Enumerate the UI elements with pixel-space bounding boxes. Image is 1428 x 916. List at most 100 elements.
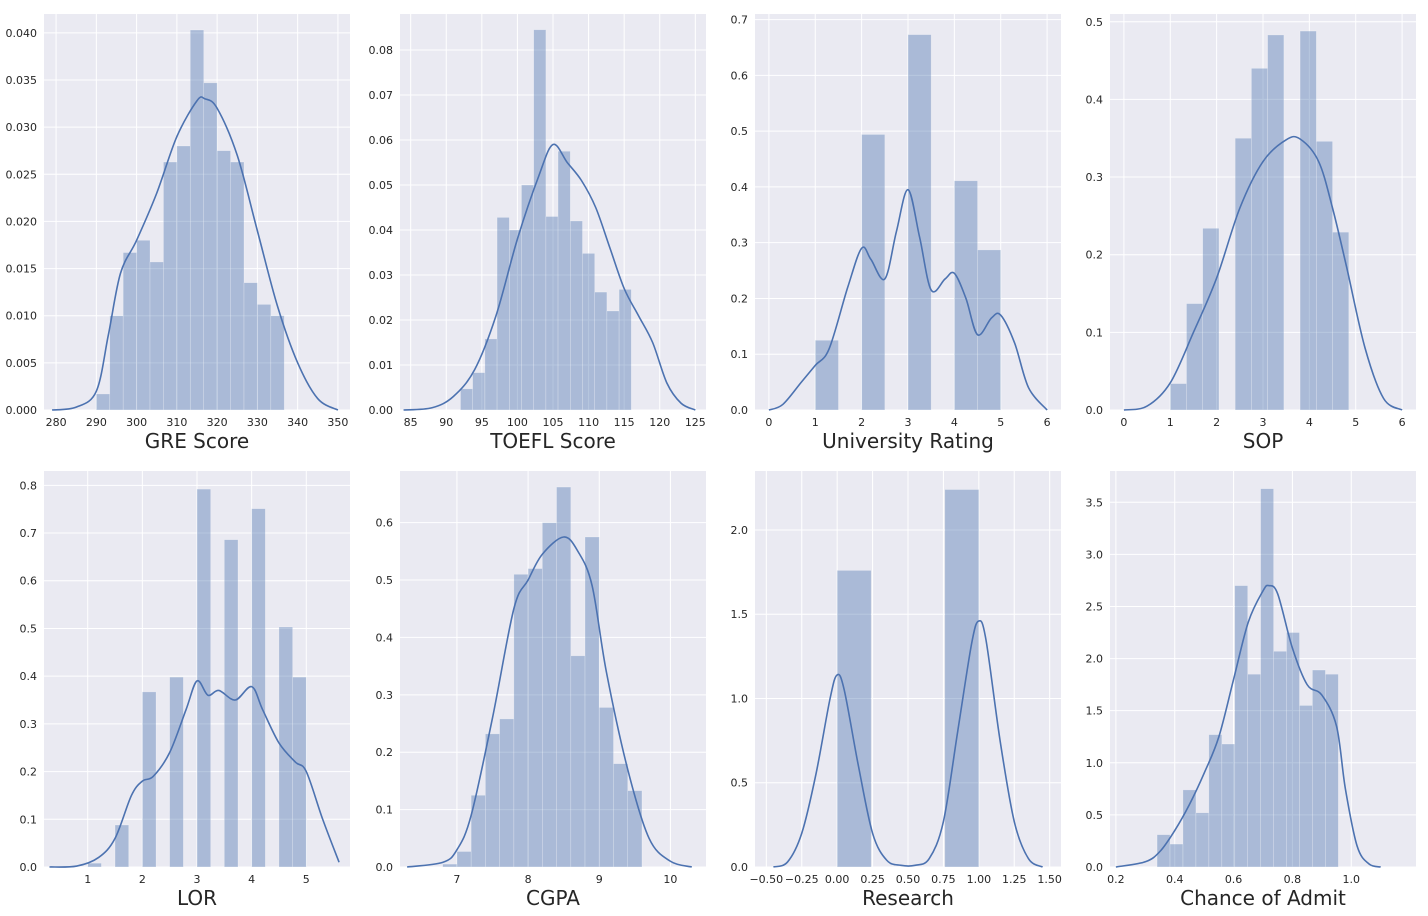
y-tick-label: 0.4 bbox=[376, 631, 394, 644]
x-axis-label: GRE Score bbox=[145, 429, 249, 453]
y-tick-label: 0.05 bbox=[369, 179, 394, 192]
x-tick-label: 280 bbox=[46, 416, 67, 429]
y-tick-label: 0.1 bbox=[731, 348, 749, 361]
x-tick-label: 2 bbox=[858, 416, 865, 429]
histogram-bar bbox=[557, 150, 571, 411]
subplot-3: 0.0 0.1 0.2 0.3 0.4 0.5 0.6 0.7 0 1 2 3 4 5 6 Universit… bbox=[731, 14, 1061, 453]
x-tick-label: 1.25 bbox=[1002, 873, 1027, 886]
histogram-bar bbox=[977, 249, 1002, 411]
histogram-bar bbox=[499, 718, 515, 868]
y-tick-label: 0.7 bbox=[731, 14, 749, 27]
y-tick-label: 1.5 bbox=[731, 608, 749, 621]
y-tick-label: 0.8 bbox=[20, 479, 38, 492]
x-tick-label: 110 bbox=[578, 416, 599, 429]
x-tick-label: 4 bbox=[951, 416, 958, 429]
histogram-bar bbox=[618, 289, 632, 411]
x-tick-label: 95 bbox=[475, 416, 489, 429]
histogram-bar bbox=[169, 676, 184, 868]
histogram-bar bbox=[96, 393, 111, 411]
y-tick-label: 0.0 bbox=[1086, 861, 1104, 874]
histogram-bar bbox=[582, 253, 596, 411]
histogram-bar bbox=[1169, 383, 1187, 411]
histogram-bar bbox=[569, 220, 583, 411]
histogram-bar bbox=[122, 252, 137, 411]
y-tick-label: 0.3 bbox=[376, 689, 394, 702]
histogram-bar bbox=[485, 733, 500, 868]
histogram-bar bbox=[814, 339, 839, 411]
y-tick-label: 2.5 bbox=[1086, 600, 1104, 613]
y-tick-label: 0.0 bbox=[376, 861, 394, 874]
x-tick-label: 6 bbox=[1399, 416, 1406, 429]
y-tick-label: 1.0 bbox=[731, 692, 749, 705]
x-tick-label: 0.2 bbox=[1107, 873, 1125, 886]
x-tick-label: 1 bbox=[812, 416, 819, 429]
y-tick-label: 0.020 bbox=[6, 215, 38, 228]
y-tick-label: 0.03 bbox=[369, 269, 394, 282]
histogram-bar bbox=[163, 161, 178, 411]
x-tick-label: 0.50 bbox=[896, 873, 921, 886]
x-tick-label: 100 bbox=[507, 416, 528, 429]
histogram-bar bbox=[836, 570, 872, 868]
histogram-bar bbox=[1312, 669, 1326, 868]
kde-curve bbox=[49, 679, 340, 868]
x-tick-label: 1.50 bbox=[1037, 873, 1062, 886]
x-tick-label: 90 bbox=[439, 416, 453, 429]
y-tick-label: 0.2 bbox=[376, 746, 394, 759]
kde-curve bbox=[773, 619, 1043, 868]
histogram-bar bbox=[954, 180, 978, 411]
histogram-bar bbox=[1299, 30, 1317, 411]
kde-curve bbox=[403, 143, 696, 411]
histogram-bar bbox=[613, 763, 629, 868]
y-tick-label: 0.6 bbox=[20, 575, 38, 588]
y-tick-label: 0.025 bbox=[6, 168, 38, 181]
y-tick-label: 0.7 bbox=[20, 527, 38, 540]
subplot-6: 0.0 0.1 0.2 0.3 0.4 0.5 0.6 7 8 9 10 CGPA bbox=[376, 471, 706, 910]
kde-curve bbox=[1123, 135, 1403, 411]
y-tick-label: 0.5 bbox=[731, 125, 749, 138]
histogram-bar bbox=[136, 239, 151, 411]
y-tick-label: 0.3 bbox=[1086, 171, 1104, 184]
histogram-bar bbox=[1208, 734, 1223, 868]
y-tick-label: 1.0 bbox=[1086, 757, 1104, 770]
histogram-bar bbox=[545, 216, 559, 411]
histogram-bar bbox=[189, 29, 205, 411]
x-tick-label: 120 bbox=[649, 416, 670, 429]
y-tick-label: 0.5 bbox=[376, 574, 394, 587]
y-tick-label: 0.00 bbox=[369, 404, 394, 417]
x-tick-label: −0.50 bbox=[749, 873, 783, 886]
histogram-bar bbox=[1186, 303, 1204, 411]
x-axis-label: CGPA bbox=[526, 886, 580, 910]
histogram-bar bbox=[1267, 34, 1285, 411]
x-tick-label: 0 bbox=[765, 416, 772, 429]
x-tick-label: 1 bbox=[84, 873, 91, 886]
histogram-bar bbox=[257, 304, 272, 411]
kde-curve bbox=[1115, 584, 1381, 868]
y-tick-label: 0.07 bbox=[369, 89, 394, 102]
histogram-bar bbox=[224, 539, 239, 868]
x-tick-label: 8 bbox=[525, 873, 532, 886]
histogram-bar bbox=[484, 338, 498, 411]
y-tick-label: 0.1 bbox=[1086, 326, 1104, 339]
histogram-bar bbox=[1251, 68, 1268, 411]
x-tick-label: 6 bbox=[1044, 416, 1051, 429]
y-tick-label: 0.5 bbox=[1086, 809, 1104, 822]
y-tick-label: 0.04 bbox=[369, 224, 394, 237]
x-tick-label: 3 bbox=[194, 873, 201, 886]
y-tick-label: 0.000 bbox=[6, 404, 38, 417]
histogram-bar bbox=[944, 489, 980, 868]
y-tick-label: 1.5 bbox=[1086, 705, 1104, 718]
histogram-bar bbox=[109, 315, 124, 411]
x-tick-label: 3 bbox=[905, 416, 912, 429]
x-tick-label: 2 bbox=[139, 873, 146, 886]
x-axis-label: Chance of Admit bbox=[1180, 886, 1346, 910]
histogram-bar bbox=[470, 794, 486, 868]
histogram-bar bbox=[542, 522, 557, 868]
y-tick-label: 0.4 bbox=[1086, 93, 1104, 106]
y-tick-label: 0.5 bbox=[20, 622, 38, 635]
x-axis-label: Research bbox=[862, 886, 954, 910]
histogram-bar bbox=[594, 291, 608, 411]
x-tick-label: 115 bbox=[614, 416, 635, 429]
y-tick-label: 0.2 bbox=[20, 766, 38, 779]
histogram-bar bbox=[1234, 137, 1252, 411]
x-tick-label: 340 bbox=[287, 416, 308, 429]
